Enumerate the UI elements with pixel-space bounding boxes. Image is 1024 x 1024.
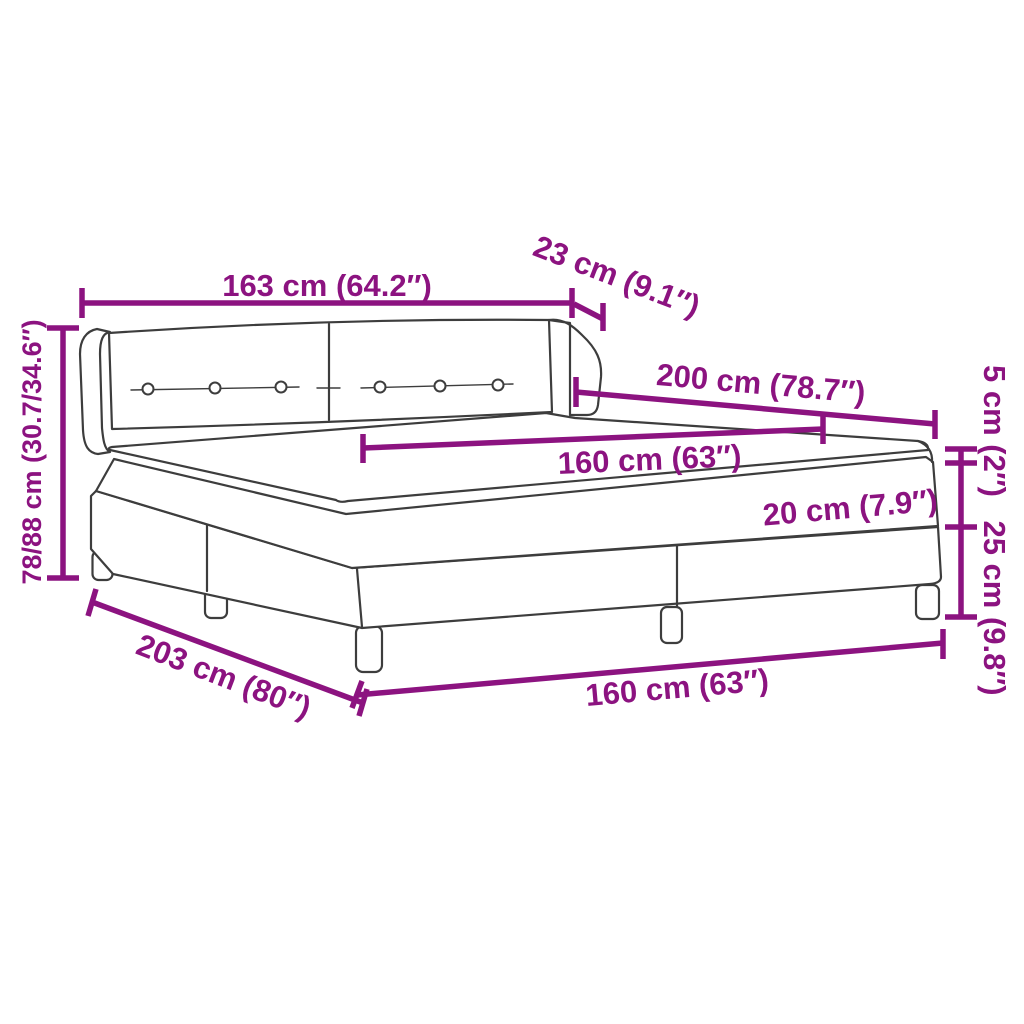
dim-tick [349,680,365,709]
headboard-button [373,380,387,394]
headboard-button [433,379,447,393]
headboard-button [208,381,222,395]
dim-base-width-line [356,640,944,698]
headboard-left-wing [78,327,112,456]
mattress [94,455,940,570]
dimension-lines [47,288,977,717]
dim-topper-thickness-label: 5 cm (2″) [977,365,1012,497]
headboard-button [491,378,505,392]
dim-total-height-label: 78/88 cm (30.7/34.6″) [17,319,47,584]
dim-headboard-width-label: 163 cm (64.2″) [222,268,432,303]
dim-mattress-width-label: 160 cm (63″) [557,438,742,481]
bed-leg [659,605,684,645]
dim-headboard-depth-line [572,301,605,322]
dim-tick [85,588,99,617]
dim-headboard-depth-label: 23 cm (9.1″) [529,228,705,323]
dim-bed-length-line [575,389,936,427]
dim-base-height-label: 25 cm (9.8″) [977,520,1012,695]
bed-base [89,489,943,630]
mattress-topper-end [916,439,934,464]
dim-total-length-line [91,599,364,706]
bed-leg [914,583,941,621]
dim-mattress-width-line [362,426,824,451]
bed-leg [354,624,384,674]
headboard-button [274,380,288,394]
headboard-button [141,382,155,396]
headboard [107,318,554,431]
bed-base-corner-edge [355,567,364,629]
